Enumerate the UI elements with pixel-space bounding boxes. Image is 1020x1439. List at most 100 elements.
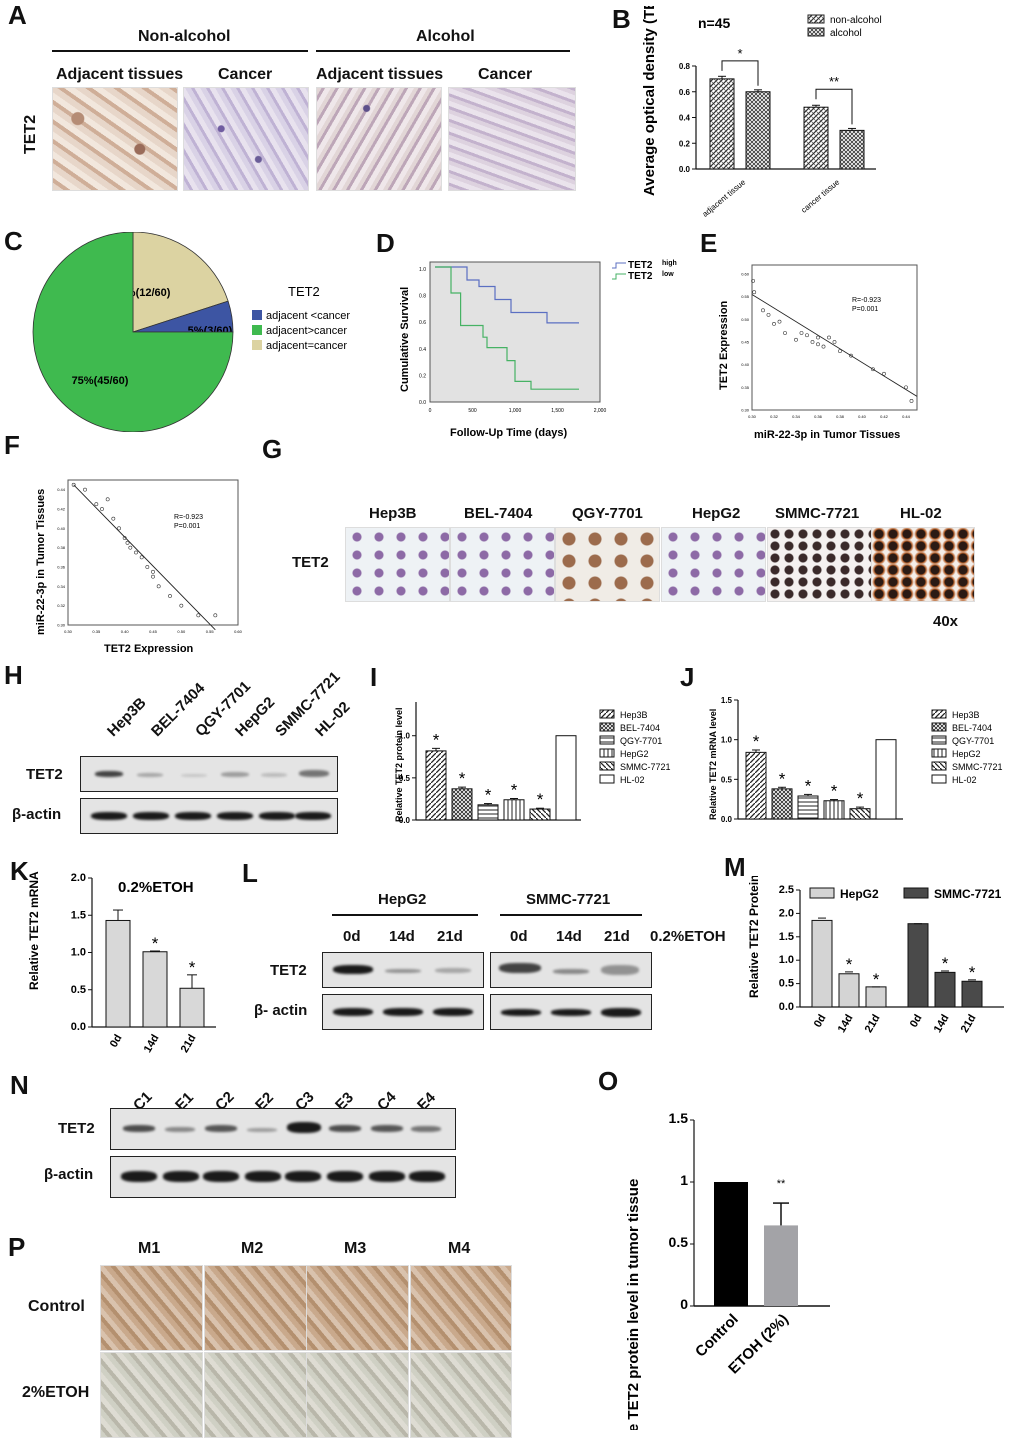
chart-f-y-tick-label: 0.44 (57, 487, 66, 492)
row-label-control: Control (28, 1298, 85, 1315)
chart-c-slice (32, 232, 234, 432)
band (433, 1008, 473, 1016)
chart-f-y-tick-label: 0.36 (57, 565, 66, 570)
chart-e-point (904, 385, 908, 390)
chart-d-ylabel: Cumulative Survival (399, 287, 411, 392)
chart-i-legend-swatch (599, 748, 615, 758)
chart-k-y-tick-label: 0.5 (71, 984, 86, 996)
chart-m-legend-label: SMMC-7721 (934, 887, 1002, 901)
chart-c-legend-swatch (252, 340, 262, 350)
chart-e-x-tick-label: 0.32 (770, 414, 779, 419)
chart-d-y-tick-label: 0.2 (419, 373, 426, 379)
chart-e-point (821, 344, 826, 349)
cell-label-hl02: HL-02 (900, 505, 942, 522)
panel-label-m: M (724, 852, 746, 882)
band (329, 1125, 361, 1132)
chart-d-x-tick-label: 1,500 (551, 408, 564, 414)
band (163, 1171, 199, 1182)
band (203, 1171, 239, 1182)
panel-label-a: A (8, 0, 27, 30)
chart-k-x-tick-label: 0d (108, 1033, 125, 1050)
band (601, 965, 639, 975)
chart-k-y-tick-label: 1.5 (71, 909, 86, 921)
chart-m-sig-label: * (942, 954, 949, 973)
band (553, 969, 589, 974)
chart-e-point (794, 337, 798, 342)
chart-m-bar (838, 973, 860, 1008)
mouse-label-m3: M3 (344, 1240, 367, 1257)
sublabel-cancer-2: Cancer (478, 66, 533, 83)
chart-f-y-tick-label: 0.34 (57, 584, 66, 589)
chart-e-point (752, 290, 757, 295)
panel-label-o: O (598, 1066, 619, 1096)
chart-i-sig-label: * (511, 781, 518, 800)
chart-d-x-tick-label: 1,000 (509, 408, 522, 414)
group-label-alcohol: Alcohol (416, 28, 475, 45)
row-label-h-tet2: TET2 (26, 766, 63, 783)
chart-m-x-tick-label: 21d (959, 1013, 979, 1035)
band (369, 1171, 405, 1182)
panel-label-g: G (262, 434, 283, 464)
chart-e-annotation: R=-0.923 (852, 297, 881, 304)
chart-f-y-tick-label: 0.42 (57, 507, 66, 512)
chart-d-legend-swatch (612, 262, 626, 269)
chart-i-sig-label: * (537, 790, 544, 809)
chart-j-sig-label: * (831, 782, 838, 801)
chart-f-x-tick-label: 0.50 (177, 629, 186, 634)
band (383, 1008, 423, 1016)
chart-k: 0.2%ETOH Relative TET2 mRNA level 0.0 0.5… (27, 868, 216, 1055)
chart-j-sig-label: * (753, 732, 760, 751)
chart-f-ylabel: miR-22-3p in Tumor Tissues (35, 489, 47, 635)
chart-o-y-tick-label: 0 (680, 1296, 688, 1312)
band (501, 1009, 541, 1016)
ihc-image-etoh-m3 (306, 1352, 409, 1438)
chart-i-legend-label: HepG2 (620, 749, 649, 759)
chart-k-title: 0.2%ETOH (118, 879, 194, 896)
chart-f-point (100, 507, 104, 511)
chart-d-y-tick-label: 0.0 (419, 400, 426, 406)
chart-c-legend-label: adjacent>cancer (266, 325, 347, 337)
chart-m-x-tick-label: 21d (863, 1013, 883, 1035)
ihc-image-etoh-m4 (410, 1352, 512, 1438)
legend-swatch-nonalcohol (807, 14, 825, 24)
chart-i-bar (451, 788, 473, 821)
chart-i-bar (529, 808, 551, 821)
chart-b-bar (839, 129, 865, 170)
chart-i-plot: 0.0 0.5 1.0 * Hep3B * BEL-7404 * QGY-7701 * HepG2 *… (399, 702, 671, 825)
chart-j-bar (771, 788, 793, 820)
band (371, 1125, 403, 1132)
chart-b-y-tick-label: 0.4 (679, 114, 691, 123)
chart-e-y-tick-label: 0.40 (741, 362, 750, 367)
chart-m-y-tick-label: 2.0 (779, 907, 794, 919)
chart-i-legend-swatch (599, 709, 615, 719)
chart-i-sig-label: * (433, 730, 440, 749)
chart-b-sig-label: ** (829, 74, 839, 89)
chart-f-point (151, 569, 155, 574)
band (221, 772, 249, 777)
chart-k-y-tick-label: 1.0 (71, 947, 86, 959)
chart-j-y-tick-label: 0.0 (721, 815, 733, 824)
chart-e-point (827, 335, 831, 340)
sublabel-cancer-1: Cancer (218, 66, 273, 83)
chart-f-point (145, 565, 150, 569)
chart-b-sig-bracket (815, 88, 853, 125)
chart-i-legend-label: SMMC-7721 (620, 762, 671, 772)
chart-e-y-tick-label: 0.35 (741, 385, 750, 390)
cell-label-hepg2: HepG2 (692, 505, 741, 522)
chart-e-x-tick-label: 0.40 (858, 414, 867, 419)
chart-f-plot: 0.30 0.35 0.40 0.45 0.50 0.55 0.60 0.30 0.32 0.34… (57, 479, 243, 634)
chart-e: TET2 Expression miR-22-3p in Tumor Tissu… (718, 264, 918, 441)
chart-i-bar (555, 735, 577, 821)
chart-i-y-tick-label: 1.0 (399, 732, 411, 741)
band (259, 812, 295, 820)
chart-m-x-tick-label: 14d (836, 1013, 856, 1035)
chart-m-x-tick-label: 14d (932, 1013, 952, 1035)
chart-e-y-tick-label: 0.55 (741, 294, 750, 299)
divider-alcohol (316, 50, 570, 52)
panel-label-j: J (680, 662, 695, 692)
ihc-image-nonalcohol-adjacent (52, 87, 178, 191)
chart-m: Relative TET2 Protein level 0.0 0.5 1.0 1.5… (747, 876, 1004, 1035)
chart-m-bar (811, 919, 833, 1008)
band (245, 1171, 281, 1182)
chart-i-bar (425, 750, 447, 821)
